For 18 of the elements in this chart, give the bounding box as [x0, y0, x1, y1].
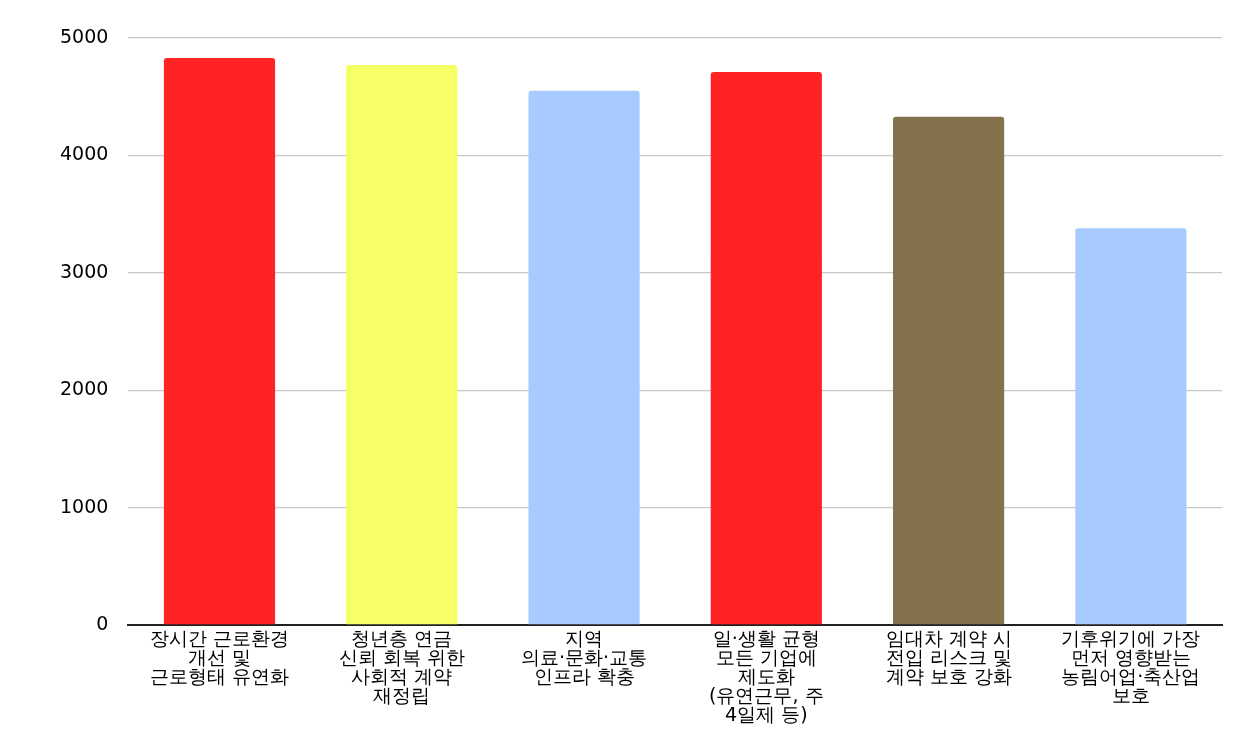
bar: [163, 57, 276, 625]
x-tick-label: 청년층 연금 신뢰 회복 위한 사회적 계약 재정립: [338, 627, 465, 707]
y-tick-label: 4000: [59, 142, 109, 165]
bar: [710, 72, 822, 625]
bar: [346, 65, 458, 625]
y-tick-label: 1000: [59, 494, 109, 517]
x-tick-label: 일·생활 균형 모든 기업에 제도화 (유연근무, 주 4일제 등): [709, 627, 824, 726]
bar: [893, 116, 1005, 625]
bar: [1075, 228, 1187, 625]
x-tick-label: 지역 의료·문화·교통 인프라 확충: [520, 627, 648, 688]
y-tick-label: 3000: [59, 259, 109, 282]
bar: [528, 90, 640, 625]
x-tick-label: 기후위기에 가장 먼저 영향받는 농림어업·축산업 보호: [1061, 627, 1201, 707]
y-tick-label: 0: [96, 611, 109, 634]
x-tick-label: 장시간 근로환경 개선 및 근로형태 유연화: [149, 627, 290, 688]
y-tick-label: 5000: [59, 24, 109, 47]
x-tick-label: 임대차 계약 시 전입 리스크 및 계약 보호 강화: [885, 627, 1012, 688]
y-tick-label: 2000: [59, 377, 109, 400]
